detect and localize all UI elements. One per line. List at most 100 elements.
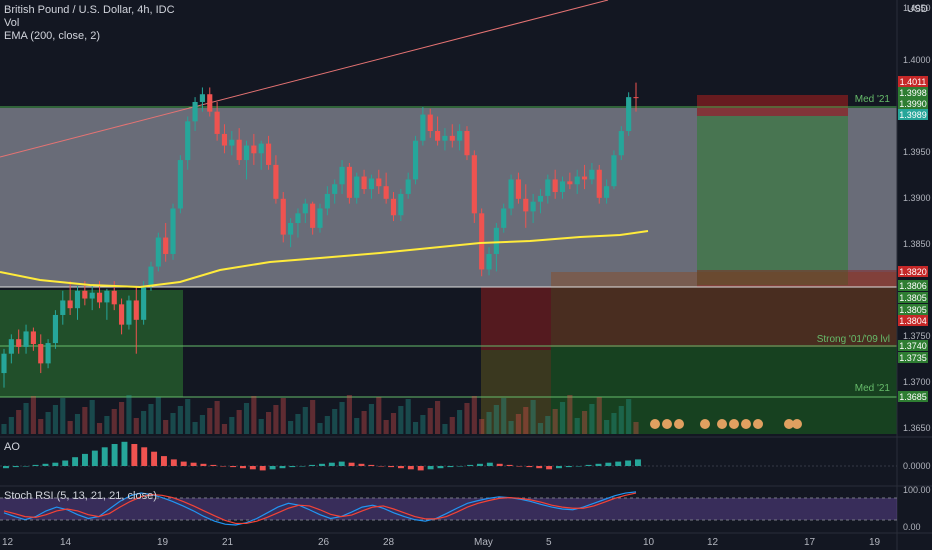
candle-body	[74, 290, 81, 309]
time-axis-label: 12	[707, 537, 719, 548]
volume-bar	[545, 416, 551, 434]
volume-bar	[214, 401, 220, 434]
candle-body	[67, 300, 73, 309]
price-axis-label: 1.4000	[903, 55, 931, 65]
volume-bar	[243, 403, 250, 434]
candle-body	[265, 143, 272, 165]
ao-bar	[121, 441, 128, 466]
volume-bar	[449, 417, 455, 434]
price-axis-label: 1.3950	[903, 147, 931, 157]
candle-body	[163, 237, 169, 254]
event-markers[interactable]	[650, 419, 802, 429]
volume-bar	[398, 406, 404, 434]
ao-bar	[467, 464, 474, 466]
volume-bar	[295, 414, 301, 434]
candle-body	[530, 201, 536, 212]
ema-legend[interactable]: EMA (200, close, 2)	[4, 30, 100, 42]
stoch-band	[0, 498, 897, 520]
candle-body	[523, 198, 529, 212]
ao-bar	[309, 464, 316, 466]
ao-bar	[615, 461, 622, 466]
ao-bar	[12, 466, 19, 468]
trend-line[interactable]	[0, 0, 609, 158]
stoch-legend[interactable]: Stoch RSI (5, 13, 21, 21, close)	[4, 490, 157, 502]
candle-body	[148, 266, 154, 286]
candle-body	[38, 344, 44, 364]
volume-bar	[30, 396, 36, 434]
candle-body	[618, 131, 624, 156]
volume-bar	[141, 411, 147, 434]
volume-bar	[471, 396, 477, 434]
candle-body	[464, 131, 470, 156]
volume-bar	[23, 403, 29, 434]
ao-bar	[32, 464, 39, 466]
candle-body	[501, 208, 507, 228]
volume-bar	[67, 421, 73, 434]
candle-body	[420, 114, 426, 141]
candle-body	[405, 179, 411, 194]
drawing-zones	[0, 95, 897, 434]
stoch-axis-label-low: 0.00	[903, 522, 921, 532]
price-axis[interactable]: 1.4050 1.4000 1.3950 1.3900 1.3850 1.375…	[903, 3, 931, 433]
ao-legend[interactable]: AO	[4, 441, 20, 453]
price-axis-label: 1.3850	[903, 239, 931, 249]
price-tag: 1.3998	[899, 88, 927, 98]
time-axis-label: 28	[383, 537, 395, 548]
volume-bar	[435, 401, 441, 434]
candle-body	[89, 292, 95, 299]
green-zone-left	[0, 290, 183, 397]
ao-bar	[358, 463, 365, 466]
ao-bar	[91, 450, 98, 466]
candle-body	[60, 300, 66, 315]
candle-body	[243, 145, 250, 161]
volume-bar	[45, 412, 51, 434]
price-axis-label: 1.3900	[903, 193, 931, 203]
volume-bar	[427, 408, 433, 434]
time-axis[interactable]: 12 14 19 21 26 28 May 5 10 12 17 19	[2, 537, 881, 548]
currency-button[interactable]: USD	[906, 4, 928, 15]
volume-bar	[508, 421, 514, 434]
candle-body	[471, 155, 477, 214]
candle-body	[155, 237, 161, 267]
ao-bar	[200, 463, 207, 466]
volume-bar	[442, 424, 448, 434]
time-axis-label: 21	[222, 537, 234, 548]
ao-bar	[427, 466, 434, 470]
ao-bar	[151, 451, 158, 466]
candle-body	[537, 195, 544, 202]
time-axis-label: 10	[643, 537, 655, 548]
price-tag: 1.3805	[899, 293, 927, 303]
ao-bar	[635, 459, 641, 466]
ao-bar	[230, 466, 237, 468]
vol-legend[interactable]: Vol	[4, 17, 20, 29]
volume-bar	[16, 410, 22, 434]
level-lines	[0, 106, 897, 398]
price-tag: 1.3990	[899, 99, 927, 109]
stoch-k-line	[3, 491, 637, 526]
candle-body	[390, 198, 397, 216]
time-axis-label: 19	[157, 537, 169, 548]
volume-bar	[133, 418, 139, 434]
volume-bar	[354, 418, 360, 434]
volume-bar	[207, 408, 213, 434]
candle-body	[435, 131, 441, 141]
candle-body	[589, 169, 595, 180]
candle-body	[221, 133, 228, 146]
volume-bar	[163, 420, 169, 434]
candle-body	[170, 208, 176, 254]
ao-bar	[62, 460, 69, 466]
ao-bar	[378, 466, 385, 467]
candle-body	[457, 131, 463, 141]
volume-bar	[251, 396, 257, 434]
ao-bar	[42, 463, 49, 466]
ao-bar	[625, 460, 632, 466]
symbol-legend[interactable]: British Pound / U.S. Dollar, 4h, IDC	[4, 4, 175, 16]
volume-bar	[611, 413, 617, 434]
candle-body	[398, 193, 404, 216]
volume-bar	[82, 407, 88, 434]
candle-body	[229, 139, 235, 146]
ao-bar	[447, 466, 454, 468]
price-axis-label: 1.3650	[903, 423, 931, 433]
price-tag: 1.3740	[899, 341, 927, 351]
